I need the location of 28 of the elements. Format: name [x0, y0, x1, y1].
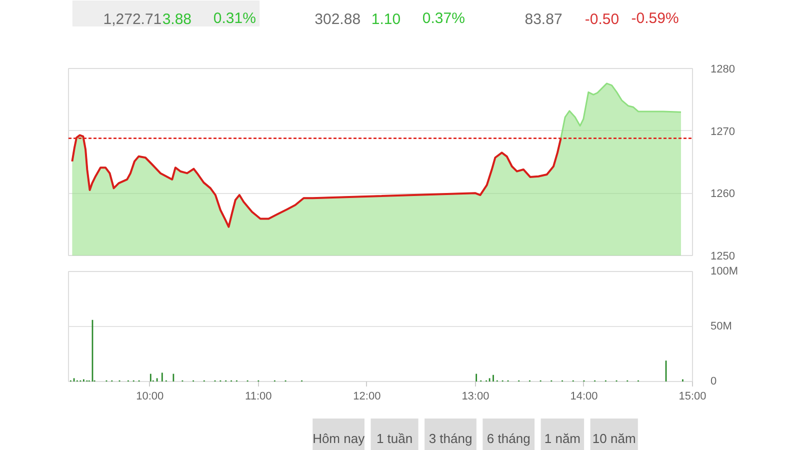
- text: 83.87: [524, 11, 562, 28]
- text: 1.10: [371, 11, 401, 28]
- x-tick-label: 14:00: [570, 390, 598, 402]
- text: 3 tháng: [428, 431, 472, 446]
- text: 0.37%: [422, 10, 465, 27]
- x-tick-label: 12:00: [353, 390, 381, 402]
- y-tick-label: 100M: [710, 266, 738, 278]
- y-tick-label: 1250: [710, 250, 735, 262]
- text: 302.88: [314, 11, 361, 28]
- text: Hôm nay: [312, 431, 366, 446]
- text: -0.59%: [631, 10, 679, 27]
- x-tick-label: 15:00: [678, 390, 706, 402]
- text: 1 tuần: [376, 431, 413, 446]
- text: 3.88: [162, 11, 192, 28]
- text: 1 năm: [544, 431, 581, 446]
- x-tick-label: 10:00: [136, 390, 164, 402]
- y-tick-label: 50M: [710, 320, 732, 332]
- y-tick-label: 1270: [710, 126, 735, 138]
- text: 10 năm: [592, 431, 636, 446]
- x-tick-label: 13:00: [462, 390, 490, 402]
- text: 0.31%: [213, 10, 256, 27]
- x-tick-label: 11:00: [245, 390, 272, 402]
- text: 6 tháng: [486, 431, 530, 446]
- text: 1,272.71: [103, 11, 162, 28]
- y-tick-label: 1280: [710, 64, 735, 76]
- y-tick-label: 1260: [710, 188, 735, 200]
- text: -0.50: [584, 11, 620, 28]
- y-tick-label: 0: [710, 376, 717, 388]
